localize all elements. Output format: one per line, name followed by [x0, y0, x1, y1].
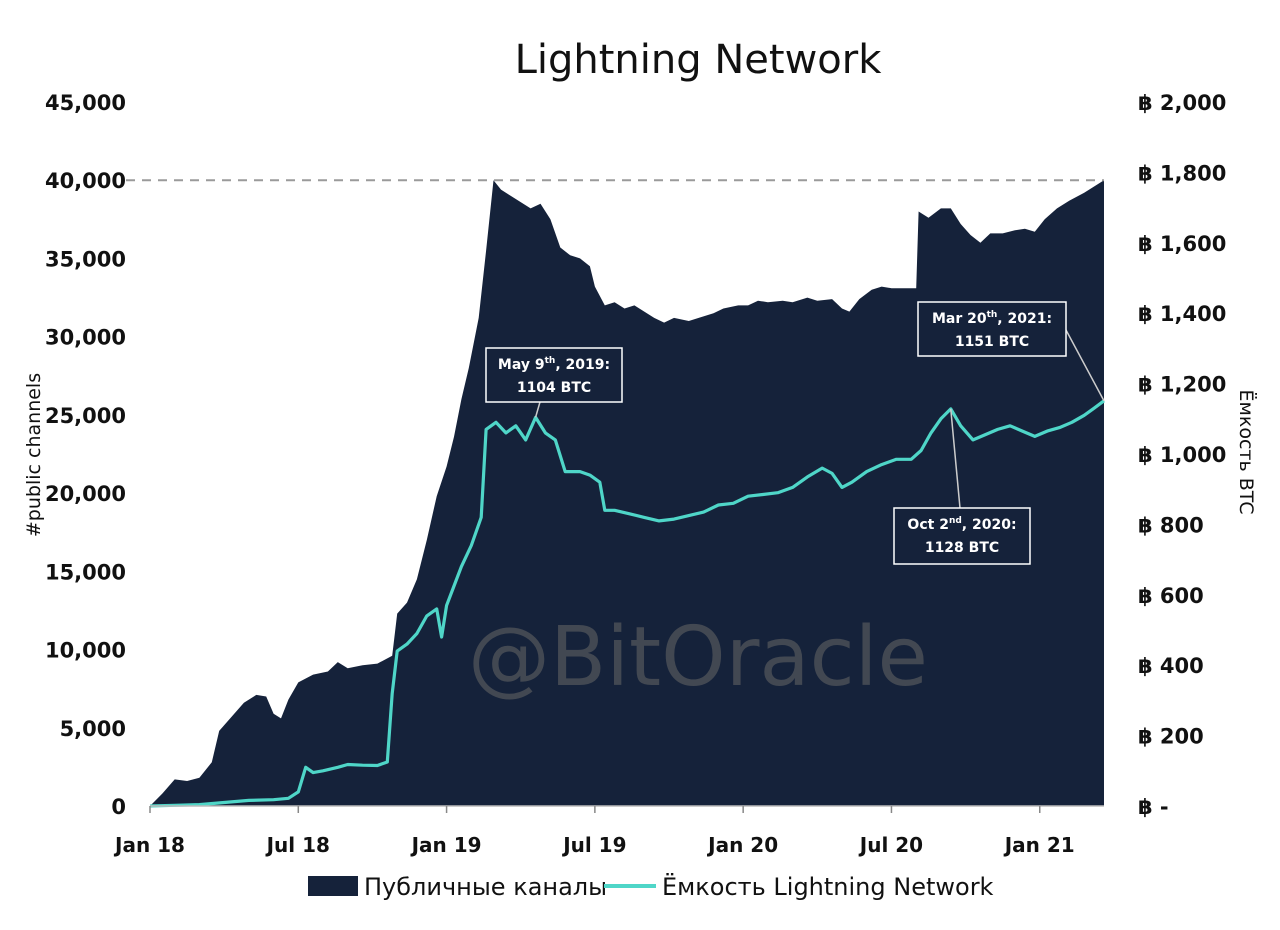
left-y-tick-label: 35,000	[45, 247, 126, 271]
left-y-tick-label: 20,000	[45, 482, 126, 506]
left-y-axis-label: #public channels	[23, 373, 45, 537]
right-y-tick-label: ฿ 600	[1138, 584, 1204, 608]
right-y-tick-label: ฿ 1,800	[1138, 161, 1226, 185]
annotation-leader-line	[950, 408, 961, 509]
annotation-date: Mar 20th, 2021:	[932, 310, 1052, 327]
chart-title: Lightning Network	[515, 37, 883, 83]
left-y-tick-label: 30,000	[45, 326, 126, 350]
annotations: May 9th, 2019: 1104 BTC Oct 2nd, 2020: 1128…	[485, 301, 1105, 565]
left-y-tick-label: 5,000	[60, 717, 126, 741]
annotation-date: May 9th, 2019:	[498, 356, 610, 373]
annotation-leader-line	[534, 401, 541, 418]
annotation-box	[917, 301, 1067, 357]
annotation-may-2019: May 9th, 2019: 1104 BTC	[485, 347, 623, 418]
x-tick-label: Jan 21	[1003, 833, 1075, 857]
x-tick-label: Jan 19	[410, 833, 482, 857]
legend: Публичные каналы Ёмкость Lightning Networ…	[308, 872, 994, 901]
left-y-tick-label: 25,000	[45, 404, 126, 428]
right-y-axis-label: Ёмкость BTC	[1235, 390, 1258, 515]
annotation-value: 1104 BTC	[517, 380, 591, 396]
right-y-tick-label: ฿ 1,400	[1138, 302, 1226, 326]
right-y-tick-label: ฿ 2,000	[1138, 91, 1226, 115]
left-y-tick-label: 15,000	[45, 560, 126, 584]
x-tick-label: Jan 18	[113, 833, 185, 857]
annotation-leader-line	[1065, 329, 1105, 402]
right-y-tick-label: ฿ 400	[1138, 654, 1204, 678]
x-tick-label: Jul 18	[265, 833, 330, 857]
left-y-tick-label: 10,000	[45, 639, 126, 663]
left-y-tick-label: 40,000	[45, 169, 126, 193]
annotation-value: 1128 BTC	[925, 540, 999, 556]
x-tick-label: Jul 19	[561, 833, 626, 857]
x-tick-label: Jan 20	[706, 833, 778, 857]
annotation-mar-2021: Mar 20th, 2021: 1151 BTC	[917, 301, 1105, 402]
right-y-tick-label: ฿ 1,600	[1138, 232, 1226, 256]
x-tick-label: Jul 20	[858, 833, 923, 857]
legend-label-public-channels: Публичные каналы	[364, 873, 607, 901]
right-y-tick-label: ฿ 200	[1138, 725, 1204, 749]
right-y-tick-label: ฿ 1,000	[1138, 443, 1226, 467]
annotation-date: Oct 2nd, 2020:	[907, 516, 1016, 533]
left-y-tick-label: 45,000	[45, 91, 126, 115]
capacity-line-layer	[149, 399, 1105, 808]
public-channels-area	[150, 180, 1104, 806]
legend-swatch-public-channels	[308, 876, 358, 896]
watermark-text: @BitOracle	[468, 610, 928, 705]
annotation-box	[485, 347, 623, 403]
annotation-oct-2020: Oct 2nd, 2020: 1128 BTC	[893, 408, 1031, 565]
right-y-tick-label: ฿ 800	[1138, 513, 1204, 537]
legend-label-capacity: Ёмкость Lightning Network	[662, 872, 994, 901]
right-y-tick-label: ฿ 1,200	[1138, 373, 1226, 397]
axes: Jan 18 Jul 18 Jan 19 Jul 19 Jan 20 Jul 20 Jan …	[23, 91, 1258, 857]
right-y-tick-label: ฿ -	[1138, 795, 1169, 819]
capacity-line	[149, 399, 1105, 808]
annotation-box	[893, 507, 1031, 565]
left-y-tick-label: 0	[111, 795, 126, 819]
annotation-value: 1151 BTC	[955, 334, 1029, 350]
plot-area	[150, 180, 1104, 806]
